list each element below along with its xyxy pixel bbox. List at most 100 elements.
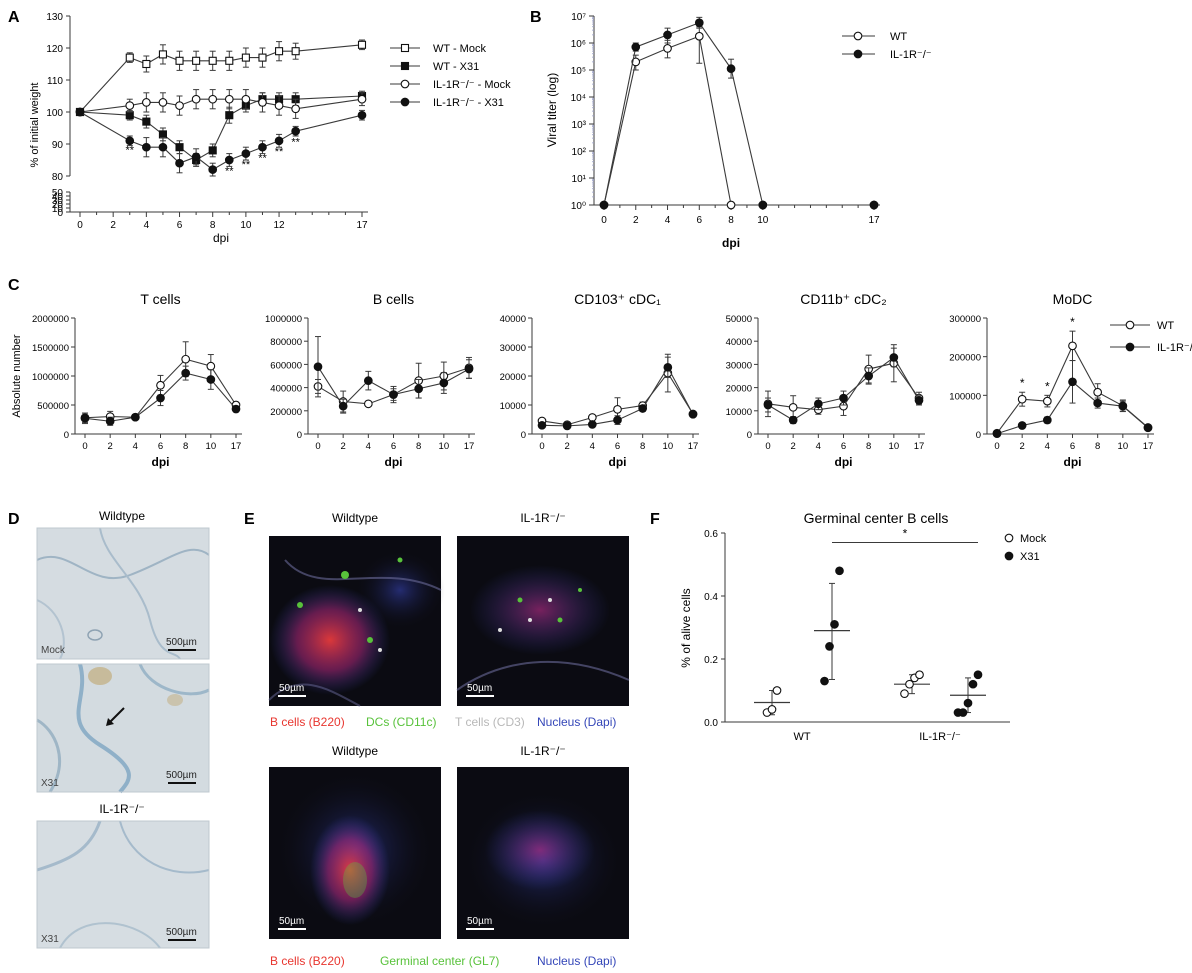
d-label-x31: X31 xyxy=(41,778,59,789)
e-title-ko-2: IL-1R⁻/⁻ xyxy=(520,744,565,758)
panel-letter-e: E xyxy=(244,511,255,528)
e-scale-1: 50µm xyxy=(279,683,304,694)
c-xtick-label: 0 xyxy=(539,441,544,452)
b-xtick-label: 2 xyxy=(633,215,639,226)
c-ytick-label: 2000000 xyxy=(32,314,69,325)
c-ytick-label: 1000000 xyxy=(265,314,302,325)
c-xtick-label: 0 xyxy=(82,441,87,452)
a-point xyxy=(275,47,284,56)
e-scale-2: 50µm xyxy=(467,683,492,694)
chart-b-cells: B cells 0 200000 400000 600000 800000 1000000 0… xyxy=(265,291,475,469)
c-xtick-label: 4 xyxy=(816,441,821,452)
a-point xyxy=(175,56,184,65)
panel-letter-f: F xyxy=(650,511,660,528)
f-ytick-label: 0.2 xyxy=(704,655,718,666)
a-point xyxy=(158,50,167,59)
b-point xyxy=(663,44,672,53)
c-xtick-label: 0 xyxy=(315,441,320,452)
panel-d: Wildtype Mock 500µm X31 500µm IL- xyxy=(36,509,210,949)
b-xtick-label: 6 xyxy=(697,215,703,226)
a-xtick-label: 0 xyxy=(77,220,83,231)
c-xtick-label: 2 xyxy=(108,441,113,452)
a-legend-label: IL-1R⁻/⁻ - X31 xyxy=(433,97,504,109)
b-point xyxy=(631,57,641,67)
a-point xyxy=(142,98,151,107)
c-point xyxy=(105,416,115,426)
panel-letter-c: C xyxy=(8,277,20,294)
f-point xyxy=(915,670,924,680)
f-point xyxy=(905,679,914,689)
chart-t-cells: T cells 0 500000 1000000 1500000 2000000 0 2 4 6 8… xyxy=(11,291,242,469)
histology-x31-wt: X31 500µm xyxy=(36,663,210,794)
b-xtick-label: 10 xyxy=(757,215,769,226)
f-ytick-label: 0.6 xyxy=(704,529,718,540)
a-ytick-label: 0 xyxy=(57,208,63,219)
a-xlabel: dpi xyxy=(213,231,229,245)
a-point xyxy=(191,152,201,162)
a-point xyxy=(357,40,367,49)
c-point xyxy=(1118,401,1128,411)
c-legend-marker xyxy=(1125,320,1135,330)
b-point xyxy=(694,31,704,41)
b-ytick-label: 10⁷ xyxy=(571,12,586,23)
c-point xyxy=(914,396,924,405)
c-point xyxy=(864,371,874,381)
c-ytick-label: 30000 xyxy=(726,360,752,371)
a-legend-marker xyxy=(400,79,410,89)
c-point xyxy=(663,362,673,372)
c-ytick-label: 300000 xyxy=(949,314,981,325)
f-point xyxy=(767,705,777,714)
a-ytick-label: 20 xyxy=(52,200,64,211)
a-ytick-label: 40 xyxy=(52,192,64,203)
b-ytick-label: 10⁶ xyxy=(571,39,586,50)
a-point xyxy=(175,143,184,152)
c-point xyxy=(363,399,373,409)
f-legend-marker xyxy=(1004,533,1014,543)
a-significance: ** xyxy=(225,165,234,177)
histology-mock: Mock 500µm xyxy=(36,527,210,660)
c-ytick-label: 20000 xyxy=(726,384,752,395)
c-point xyxy=(130,412,140,422)
b-xlabel: dpi xyxy=(722,236,740,250)
c-xtick-label: 8 xyxy=(866,441,871,452)
f-ylabel: % of alive cells xyxy=(679,588,693,667)
c-xtick-label: 4 xyxy=(1045,441,1050,452)
a-point xyxy=(125,136,135,146)
a-point xyxy=(142,117,151,126)
c-legend-marker xyxy=(1125,342,1135,352)
c-point xyxy=(992,429,1002,438)
c-point xyxy=(587,420,597,429)
a-point xyxy=(158,130,167,139)
a-significance: ** xyxy=(125,145,134,157)
c-ytick-label: 800000 xyxy=(270,337,302,348)
f-ytick-label: 0.0 xyxy=(704,718,718,729)
chart-cd103-cdc1: CD103⁺ cDC₁ 0 10000 20000 30000 40000 0 2 4 6 8 10 1… xyxy=(500,291,699,469)
c-ytick-label: 600000 xyxy=(270,360,302,371)
a-ytick-label: 130 xyxy=(46,12,63,23)
c-ytick-label: 40000 xyxy=(726,337,752,348)
b-ytick-label: 10⁴ xyxy=(571,93,586,104)
c-title: T cells xyxy=(140,291,180,307)
c-xtick-label: 17 xyxy=(464,441,475,452)
e-legend1-nuc: Nucleus (Dapi) xyxy=(537,715,616,729)
c-xlabel: dpi xyxy=(152,455,170,469)
c-xtick-label: 2 xyxy=(1020,441,1025,452)
a-legend-label: IL-1R⁻/⁻ - Mock xyxy=(433,79,511,91)
c-xtick-label: 17 xyxy=(688,441,699,452)
c-significance: * xyxy=(1070,315,1075,329)
e-legend1-b: B cells (B220) xyxy=(270,715,345,729)
a-ytick-label: 30 xyxy=(52,196,64,207)
a-point xyxy=(158,98,168,107)
b-point xyxy=(758,200,768,210)
a-series-line xyxy=(79,44,363,113)
c-point xyxy=(389,390,398,399)
c-point xyxy=(1093,398,1103,408)
c-legend-label: WT xyxy=(1157,320,1174,332)
c-point xyxy=(1093,387,1103,397)
c-xtick-label: 6 xyxy=(841,441,846,452)
chart-germinal-center: Germinal center B cells 0.0 0.2 0.4 0.6 % of … xyxy=(679,510,1047,743)
a-series-line xyxy=(79,111,363,171)
if-image-wt-2: 50µm xyxy=(269,767,441,939)
e-scale-3: 50µm xyxy=(279,916,304,927)
c-ytick-label: 0 xyxy=(521,430,526,441)
